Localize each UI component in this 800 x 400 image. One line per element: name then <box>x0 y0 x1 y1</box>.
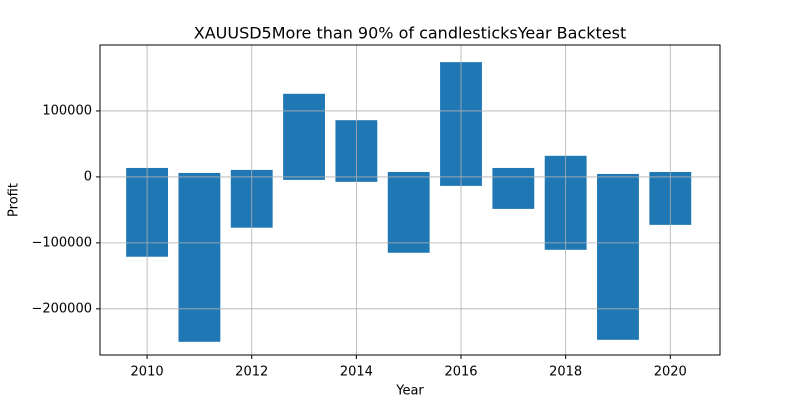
bar <box>492 167 535 209</box>
x-tick-label: 2014 <box>340 365 373 380</box>
bar <box>597 173 639 340</box>
x-tick-label: 2010 <box>131 365 164 380</box>
plot-frame <box>99 44 721 356</box>
y-tick-label: −200000 <box>31 301 92 316</box>
bar <box>387 171 430 253</box>
x-tick-label: 2018 <box>549 365 582 380</box>
bar <box>178 172 221 342</box>
x-tick-label: 2020 <box>654 365 687 380</box>
y-tick-label: −100000 <box>31 235 92 250</box>
y-tick-label: 100000 <box>42 103 92 118</box>
y-tick-label: 0 <box>84 169 92 184</box>
x-tick-label: 2016 <box>444 365 477 380</box>
x-axis-label: Year <box>395 384 424 399</box>
x-tick-label: 2012 <box>235 365 268 380</box>
chart-title: XAUUSD5More than 90% of candlesticksYear… <box>194 24 627 43</box>
y-axis-label: Profit <box>7 183 22 217</box>
bar <box>283 93 325 180</box>
